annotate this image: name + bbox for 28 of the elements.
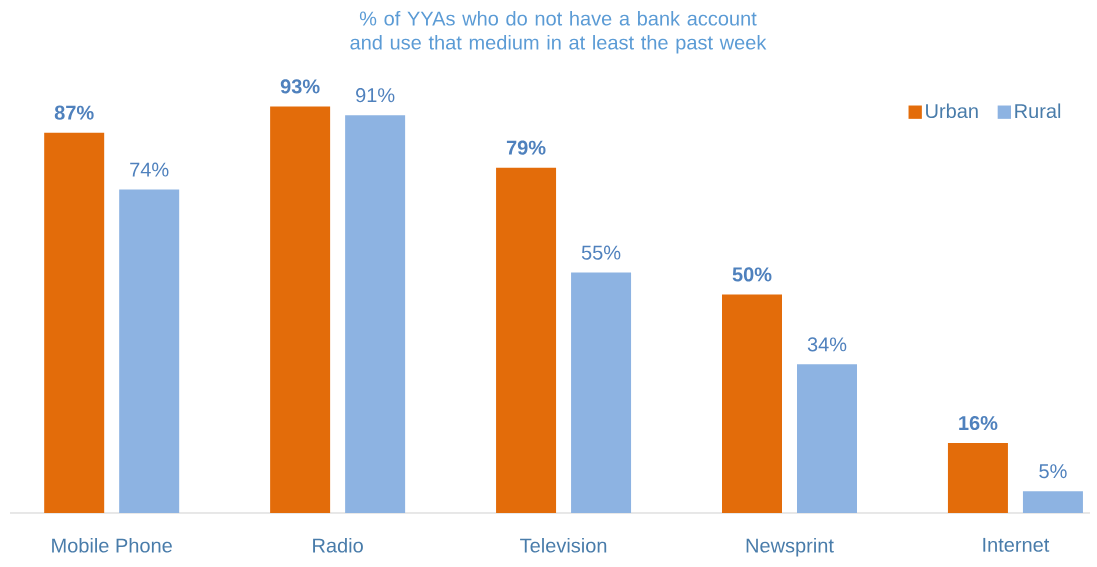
bar: [797, 364, 857, 513]
bar: [345, 115, 406, 513]
data-label: 5%: [1039, 464, 1067, 479]
x-tick-label: Radio: [313, 537, 363, 553]
bar: [722, 294, 782, 513]
bar: [947, 443, 1008, 513]
data-label: 87%: [54, 105, 94, 120]
bar: [496, 167, 557, 513]
bar: [1022, 491, 1083, 513]
x-tick-label: Newsprint: [746, 537, 834, 557]
data-label: 93%: [280, 79, 320, 94]
bar: [44, 132, 105, 513]
x-tick-label: Mobile Phone: [52, 537, 172, 553]
data-label: 74%: [130, 162, 169, 177]
data-label: 34%: [807, 337, 847, 352]
chart-title: % of YYAs who do not have a bank account and use that medium in at least the past week: [350, 10, 767, 54]
x-tick-label: Television: [520, 537, 607, 553]
data-label: 55%: [581, 245, 621, 260]
data-label: 16%: [959, 415, 998, 431]
bar: [571, 272, 632, 513]
data-label: 91%: [356, 88, 395, 103]
x-tick-label: Internet: [983, 537, 1050, 552]
legend-label: Rural: [1015, 103, 1061, 119]
bar: [119, 189, 180, 513]
legend-label: Urban: [926, 103, 978, 119]
data-label: 79%: [506, 140, 546, 155]
bar: [270, 106, 331, 513]
data-label: 50%: [732, 267, 772, 282]
